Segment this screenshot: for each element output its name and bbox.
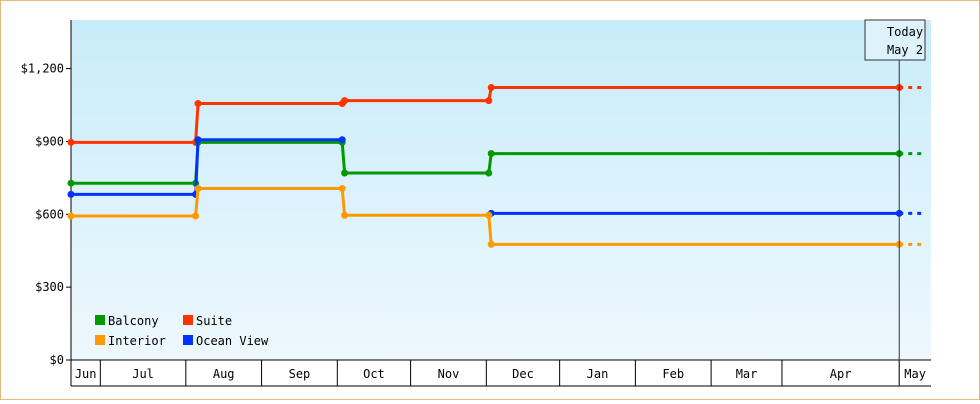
x-tick-label: Mar (736, 367, 758, 381)
legend-item-interior: Interior (95, 334, 166, 348)
x-tick-label: Feb (662, 367, 684, 381)
data-point (487, 84, 495, 92)
x-tick-label: Apr (830, 367, 852, 381)
legend-item-ocean-view: Ocean View (183, 334, 269, 348)
legend-swatch (183, 315, 193, 325)
x-tick-label: May (904, 367, 926, 381)
data-point (338, 136, 346, 144)
x-tick-label: Dec (512, 367, 534, 381)
data-point (341, 169, 349, 177)
data-point (67, 190, 75, 198)
y-tick-label: $1,200 (21, 62, 64, 76)
data-point (194, 185, 202, 193)
data-point (338, 185, 346, 193)
x-tick-label: Jul (132, 367, 154, 381)
legend-swatch (183, 335, 193, 345)
y-tick-label: $0 (50, 353, 64, 367)
data-point (485, 211, 493, 219)
x-tick-label: Sep (289, 367, 311, 381)
legend-label: Interior (108, 334, 166, 348)
data-point (194, 100, 202, 108)
today-date-label: May 2 (887, 43, 923, 57)
y-tick-label: $900 (35, 134, 64, 148)
data-point (485, 169, 493, 177)
x-tick-label: Jan (587, 367, 609, 381)
x-tick-label: Aug (213, 367, 235, 381)
y-tick-label: $300 (35, 280, 64, 294)
today-box (864, 19, 926, 61)
data-point (67, 179, 75, 187)
legend-label: Ocean View (196, 334, 269, 348)
series-interior (67, 185, 924, 248)
x-tick-label: Nov (438, 367, 460, 381)
data-point (67, 212, 75, 220)
y-tick-label: $600 (35, 207, 64, 221)
data-point (485, 97, 493, 105)
data-point (487, 150, 495, 158)
y-axis: $0 $300 $600 $900 $1,200 (21, 20, 72, 386)
series-lines (67, 84, 924, 248)
data-point (194, 136, 202, 144)
x-axis: Jun Jul Aug Sep Oct Nov Dec Jan Feb Mar Apr May (71, 359, 931, 387)
series-line (71, 138, 900, 215)
legend-item-balcony: Balcony (95, 314, 159, 328)
legend-item-suite: Suite (183, 314, 232, 328)
x-tick-label: Jun (75, 367, 97, 381)
data-point (192, 212, 200, 220)
data-point (67, 138, 75, 146)
data-point (341, 211, 349, 219)
legend: Balcony Suite Interior Ocean View (95, 314, 269, 348)
today-label: Today (887, 25, 923, 39)
data-point (487, 240, 495, 248)
series-ocean-view (67, 136, 924, 217)
legend-label: Balcony (108, 314, 159, 328)
today-marker: Today May 2 (864, 19, 926, 386)
legend-swatch (95, 315, 105, 325)
legend-label: Suite (196, 314, 232, 328)
x-tick-label: Oct (363, 367, 385, 381)
series-line (71, 187, 900, 246)
legend-swatch (95, 335, 105, 345)
data-point (341, 97, 349, 105)
